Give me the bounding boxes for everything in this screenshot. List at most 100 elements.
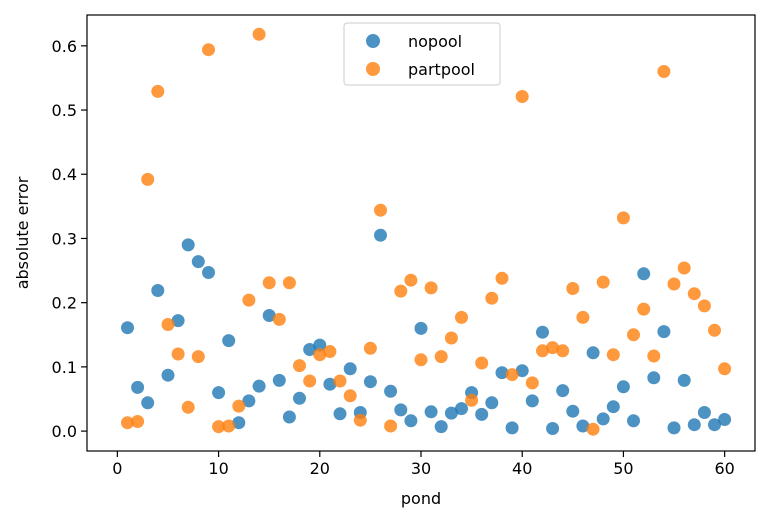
x-axis-label: pond <box>401 489 441 508</box>
x-tick-label: 30 <box>411 459 431 478</box>
point-partpool-7 <box>181 400 195 414</box>
point-nopool-12 <box>232 416 246 430</box>
point-nopool-53 <box>647 371 661 385</box>
point-partpool-14 <box>252 27 266 41</box>
point-partpool-36 <box>475 356 489 370</box>
point-nopool-30 <box>414 321 428 335</box>
x-axis: 0 10 20 30 40 50 60 <box>112 451 735 478</box>
point-partpool-4 <box>151 84 165 98</box>
x-tick-label: 60 <box>714 459 734 478</box>
point-nopool-27 <box>384 384 398 398</box>
x-tick-label: 20 <box>310 459 330 478</box>
point-nopool-23 <box>343 362 357 376</box>
point-partpool-54 <box>657 65 671 78</box>
point-partpool-47 <box>586 422 600 436</box>
point-partpool-30 <box>414 353 428 367</box>
point-partpool-51 <box>627 328 640 342</box>
point-nopool-34 <box>455 402 468 416</box>
point-partpool-9 <box>202 43 215 57</box>
point-partpool-29 <box>404 273 418 287</box>
point-partpool-21 <box>323 345 337 358</box>
point-nopool-7 <box>181 238 195 252</box>
y-tick-label: 0.6 <box>52 37 77 56</box>
point-partpool-39 <box>505 368 519 382</box>
y-tick-label: 0.3 <box>52 229 77 248</box>
point-nopool-17 <box>282 410 296 424</box>
point-nopool-29 <box>404 414 418 428</box>
point-nopool-38 <box>495 366 509 380</box>
y-tick-label: 0.5 <box>52 101 77 120</box>
point-nopool-19 <box>303 343 317 356</box>
point-nopool-14 <box>252 379 266 393</box>
point-partpool-11 <box>222 419 236 433</box>
point-nopool-31 <box>424 405 438 419</box>
point-partpool-52 <box>637 302 651 316</box>
point-nopool-37 <box>485 396 499 410</box>
point-nopool-60 <box>718 413 732 426</box>
point-nopool-43 <box>546 422 560 435</box>
point-nopool-4 <box>151 284 165 297</box>
point-partpool-31 <box>424 281 438 295</box>
point-partpool-56 <box>677 261 691 275</box>
point-partpool-22 <box>333 374 347 388</box>
point-partpool-50 <box>616 211 630 225</box>
point-partpool-6 <box>171 347 185 361</box>
point-partpool-33 <box>444 331 458 345</box>
point-nopool-1 <box>121 321 134 335</box>
point-partpool-10 <box>212 420 226 434</box>
point-nopool-36 <box>475 407 489 421</box>
point-partpool-17 <box>282 276 296 290</box>
point-nopool-54 <box>657 325 671 339</box>
point-partpool-8 <box>191 350 205 364</box>
point-nopool-41 <box>525 394 539 408</box>
point-nopool-9 <box>202 266 215 279</box>
point-nopool-11 <box>222 334 236 348</box>
point-nopool-8 <box>191 255 205 269</box>
point-partpool-37 <box>485 291 499 305</box>
point-partpool-25 <box>363 341 377 355</box>
x-tick-label: 50 <box>613 459 633 478</box>
point-nopool-21 <box>323 377 337 391</box>
point-nopool-39 <box>505 421 519 435</box>
point-nopool-47 <box>586 346 600 360</box>
legend-marker-nopool <box>366 34 380 48</box>
point-nopool-48 <box>596 412 610 426</box>
y-tick-label: 0.1 <box>52 358 77 377</box>
point-nopool-58 <box>697 406 711 419</box>
point-partpool-2 <box>131 415 145 428</box>
point-nopool-42 <box>536 325 549 339</box>
point-nopool-46 <box>576 419 590 433</box>
point-nopool-44 <box>556 384 570 398</box>
point-nopool-33 <box>444 406 458 420</box>
point-partpool-23 <box>343 389 357 403</box>
point-partpool-26 <box>374 203 387 217</box>
y-axis: 0.0 0.1 0.2 0.3 0.4 0.5 0.6 <box>52 37 87 441</box>
point-partpool-45 <box>566 282 580 295</box>
point-nopool-16 <box>272 373 286 387</box>
point-partpool-48 <box>596 275 610 289</box>
point-nopool-5 <box>161 368 175 382</box>
point-partpool-32 <box>434 350 448 364</box>
data-points <box>121 27 732 436</box>
point-nopool-40 <box>515 364 529 378</box>
point-nopool-18 <box>293 391 306 405</box>
y-tick-label: 0.0 <box>52 422 77 441</box>
y-axis-label: absolute error <box>13 176 32 289</box>
point-partpool-15 <box>262 276 276 290</box>
point-nopool-25 <box>363 375 377 389</box>
point-partpool-60 <box>718 362 732 376</box>
point-nopool-59 <box>708 418 721 432</box>
point-partpool-38 <box>495 271 509 285</box>
point-nopool-45 <box>566 404 580 418</box>
point-partpool-24 <box>353 413 367 427</box>
point-partpool-41 <box>525 376 539 390</box>
point-nopool-57 <box>687 418 701 432</box>
point-partpool-57 <box>687 287 701 301</box>
legend-box <box>343 22 501 86</box>
x-tick-label: 10 <box>208 459 228 478</box>
legend-marker-partpool <box>366 62 380 76</box>
point-partpool-49 <box>606 348 620 362</box>
point-partpool-1 <box>121 416 134 430</box>
point-nopool-55 <box>667 421 681 435</box>
